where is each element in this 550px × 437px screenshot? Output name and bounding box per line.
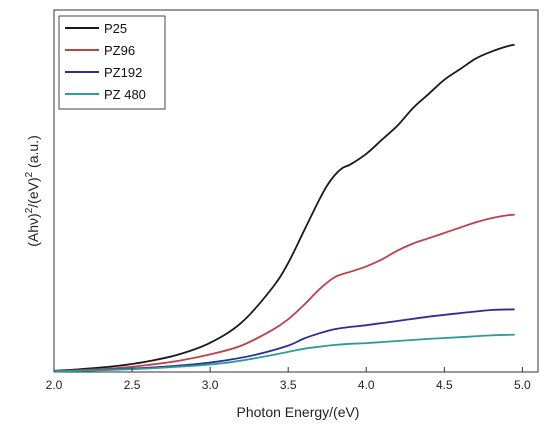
x-axis-ticks: 2.0 2.5 3.0 3.5 4.0 4.5 5.0: [46, 367, 531, 392]
series-line-pz192: [53, 308, 515, 373]
legend-label-pz480: PZ 480: [104, 87, 146, 102]
y-axis-label-part-2: /(eV): [25, 177, 41, 207]
y-axis-label: (Ahν)2/(eV)2 (a.u.): [24, 135, 41, 247]
series-layer: [53, 43, 515, 373]
series-line-p25: [53, 43, 515, 372]
series-line-pz480: [53, 333, 515, 373]
y-axis-label-sup-2: 2: [24, 171, 35, 177]
y-axis-label-part-3: (a.u.): [25, 135, 41, 172]
x-tick-label: 3.5: [280, 378, 297, 392]
x-tick-label: 4.5: [436, 378, 453, 392]
x-tick-label: 4.0: [358, 378, 375, 392]
legend-label-p25: P25: [104, 21, 127, 36]
legend-label-pz96: PZ96: [104, 43, 135, 58]
x-axis-label: Photon Energy/(eV): [237, 404, 360, 420]
x-tick-label: 2.0: [46, 378, 63, 392]
x-tick-label: 5.0: [514, 378, 531, 392]
legend-label-pz192: PZ192: [104, 65, 142, 80]
series-line-pz96: [53, 213, 515, 373]
x-tick-label: 2.5: [124, 378, 141, 392]
legend: P25 PZ96 PZ192 PZ 480: [58, 15, 166, 110]
y-axis-label-part-1: (Ahν): [25, 213, 41, 246]
y-axis-label-sup-1: 2: [24, 207, 35, 213]
x-tick-label: 3.0: [202, 378, 219, 392]
